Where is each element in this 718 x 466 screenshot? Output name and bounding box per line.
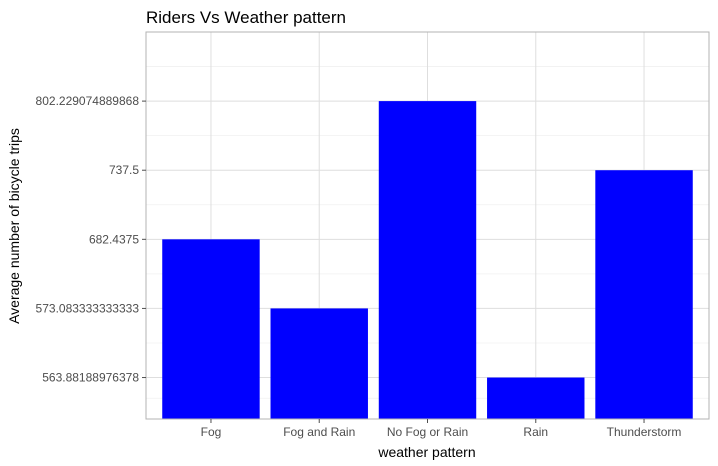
x-tick-label: Fog and Rain [283,425,355,439]
x-axis: Fog Fog and Rain No Fog or Rain Rain Thunder… [201,419,682,439]
x-tick-label: Rain [523,425,548,439]
y-tick-label: 802.229074889868 [36,94,140,108]
x-axis-label: weather pattern [377,444,475,460]
y-tick-label: 573.083333333333 [36,301,140,315]
y-axis-label: Average number of bicycle trips [6,128,22,324]
y-tick-label: 682.4375 [89,232,139,246]
x-tick-label: Fog [201,425,222,439]
bar [378,101,477,419]
bar [595,170,693,419]
bars [162,101,693,419]
y-tick-label: 737.5 [109,163,139,177]
y-tick-label: 563.88188976378 [42,371,139,385]
bar [487,377,585,419]
x-tick-label: No Fog or Rain [387,425,468,439]
chart-title: Riders Vs Weather pattern [146,8,346,27]
y-axis: 563.88188976378 573.083333333333 682.4375 7… [36,94,146,385]
bar [270,308,368,419]
x-tick-label: Thunderstorm [607,425,682,439]
bar [162,239,260,419]
